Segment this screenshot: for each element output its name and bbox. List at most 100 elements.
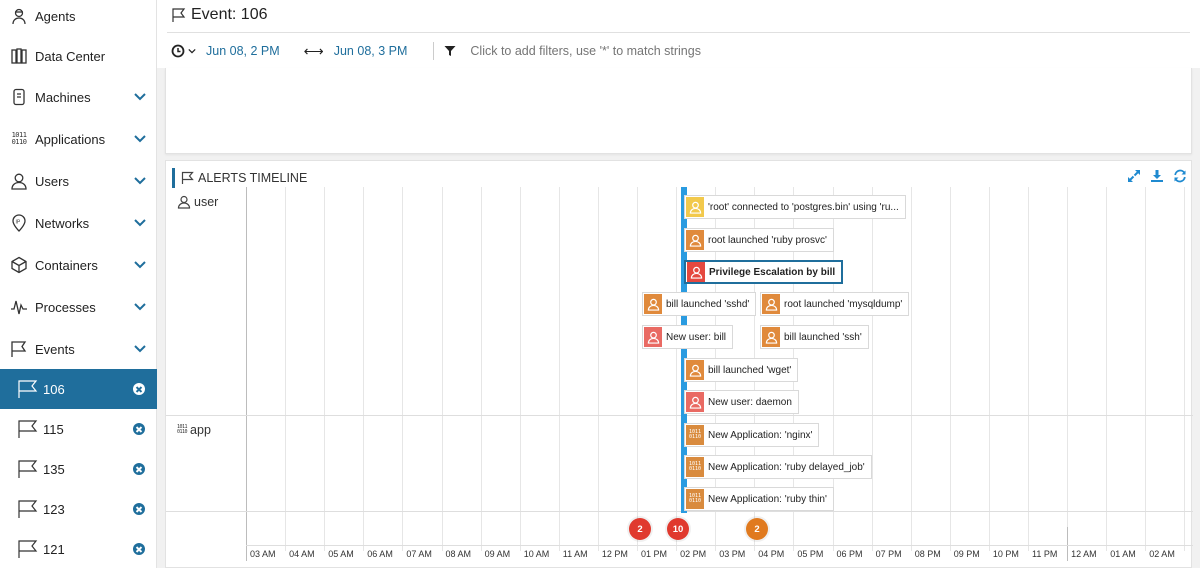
axis-tick-label: 12 AM [1071, 549, 1097, 559]
close-icon[interactable] [133, 543, 145, 555]
alert-event-text: New user: bill [666, 331, 727, 343]
chevron-down-icon[interactable] [134, 343, 146, 355]
grid-line [988, 187, 990, 551]
sidebar-item-label: Events [35, 341, 75, 357]
alert-cluster-badge[interactable]: 2 [629, 518, 651, 540]
panel-title: ALERTS TIMELINE [172, 168, 307, 188]
alert-event-card[interactable]: 1011 0110 New Application: 'nginx' [684, 423, 820, 447]
sidebar-event-121[interactable]: 121 [0, 529, 157, 569]
alert-event-card[interactable]: Privilege Escalation by bill [684, 260, 844, 284]
axis-tick-label: 03 AM [250, 549, 276, 559]
day-divider [1067, 527, 1069, 561]
close-icon[interactable] [133, 383, 145, 395]
user-icon [686, 197, 704, 217]
alert-event-card[interactable]: 1011 0110 New Application: 'ruby thin' [684, 487, 834, 511]
event-id: 121 [43, 541, 65, 557]
alert-event-text: New Application: 'ruby thin' [708, 493, 827, 505]
flag-icon [181, 171, 194, 184]
alert-event-card[interactable]: bill launched 'ssh' [760, 325, 869, 349]
grid-line [597, 187, 599, 551]
sidebar-event-106[interactable]: 106 [0, 369, 157, 409]
page-title-text: Event: 106 [191, 6, 268, 23]
grid-line [1106, 187, 1108, 551]
clock-icon [171, 44, 185, 58]
grid-line [363, 187, 365, 551]
user-icon [644, 327, 662, 347]
range-arrow-icon: ⟷ [303, 42, 324, 59]
chevron-down-icon[interactable] [134, 217, 146, 229]
download-icon[interactable] [1150, 169, 1164, 183]
refresh-icon[interactable] [1173, 169, 1187, 183]
event-id: 106 [43, 381, 65, 397]
grid-line [637, 187, 638, 551]
grid-line [1067, 187, 1069, 551]
alert-event-card[interactable]: bill launched 'sshd' [642, 292, 757, 316]
close-icon[interactable] [133, 423, 145, 435]
data-center-icon [10, 46, 28, 66]
alert-event-card[interactable]: 'root' connected to 'postgres.bin' using… [684, 195, 906, 219]
sidebar-item-machines[interactable]: Machines [0, 85, 157, 109]
alert-event-card[interactable]: 1011 0110 New Application: 'ruby delayed_j… [684, 455, 872, 479]
sidebar-item-containers[interactable]: Containers [0, 253, 157, 277]
expand-icon[interactable] [1127, 169, 1141, 183]
row-label-text: user [194, 195, 219, 209]
axis-tick-label: 02 AM [1149, 549, 1175, 559]
sidebar-event-123[interactable]: 123 [0, 489, 157, 529]
grid-line [910, 187, 912, 551]
chevron-down-icon[interactable] [134, 91, 146, 103]
time-range-dropdown[interactable] [171, 44, 196, 58]
sidebar-item-events[interactable]: Events [0, 337, 157, 361]
chevron-down-icon[interactable] [134, 259, 146, 271]
sidebar-item-label: Applications [35, 131, 106, 147]
axis-tick-label: 05 PM [797, 549, 824, 559]
axis-tick-label: 06 PM [836, 549, 863, 559]
sidebar-item-label: Processes [35, 299, 96, 315]
sidebar-item-networks[interactable]: IP Networks [0, 211, 157, 235]
row-label-text: app [190, 423, 211, 437]
close-icon[interactable] [133, 463, 145, 475]
alert-event-text: root launched 'mysqldump' [784, 298, 903, 310]
alert-event-card[interactable]: bill launched 'wget' [684, 358, 799, 382]
flag-icon [17, 379, 39, 399]
sidebar-item-users[interactable]: Users [0, 169, 157, 193]
alert-event-card[interactable]: New user: bill [642, 325, 734, 349]
details-panel [165, 68, 1192, 154]
sidebar-event-115[interactable]: 115 [0, 409, 157, 449]
alert-event-text: root launched 'ruby prosvc' [708, 234, 827, 246]
grid-line [285, 187, 287, 551]
page-title: Event: 106 [171, 6, 268, 24]
axis-tick-label: 11 AM [562, 549, 588, 559]
alert-event-card[interactable]: New user: daemon [684, 390, 799, 414]
divider [167, 32, 1190, 33]
sidebar-event-135[interactable]: 135 [0, 449, 157, 489]
alert-cluster-badge[interactable]: 2 [746, 518, 768, 540]
chevron-down-icon[interactable] [134, 133, 146, 145]
flag-icon [10, 339, 28, 359]
alert-event-card[interactable]: root launched 'mysqldump' [760, 292, 910, 316]
grid-line [949, 187, 951, 551]
binary-icon: 1011 0110 [177, 424, 188, 435]
grid-line [1028, 187, 1029, 551]
alert-event-card[interactable]: root launched 'ruby prosvc' [684, 228, 834, 252]
axis-tick-label: 01 AM [1110, 549, 1136, 559]
start-date-link[interactable]: Jun 08, 2 PM [206, 44, 280, 58]
grid-line [402, 187, 404, 551]
filter-input[interactable] [470, 44, 891, 58]
alert-cluster-badge[interactable]: 10 [667, 518, 689, 540]
sidebar-item-processes[interactable]: Processes [0, 295, 157, 319]
close-icon[interactable] [133, 503, 145, 515]
chevron-down-icon[interactable] [134, 175, 146, 187]
grid-line [1184, 187, 1186, 551]
chevron-down-icon[interactable] [134, 301, 146, 313]
axis-tick-label: 03 PM [719, 549, 746, 559]
sidebar-item-label: Machines [35, 89, 91, 105]
axis-tick-label: 04 PM [758, 549, 785, 559]
divider [433, 42, 435, 60]
grid-line [324, 187, 326, 551]
sidebar-item-applications[interactable]: 1011 0110 Applications [0, 127, 157, 151]
sidebar-item-data-center[interactable]: Data Center [0, 44, 157, 68]
end-date-link[interactable]: Jun 08, 3 PM [333, 44, 408, 58]
sidebar-item-agents[interactable]: Agents [0, 4, 157, 28]
axis-tick-label: 10 AM [523, 549, 550, 559]
alert-event-text: New Application: 'nginx' [708, 429, 813, 441]
